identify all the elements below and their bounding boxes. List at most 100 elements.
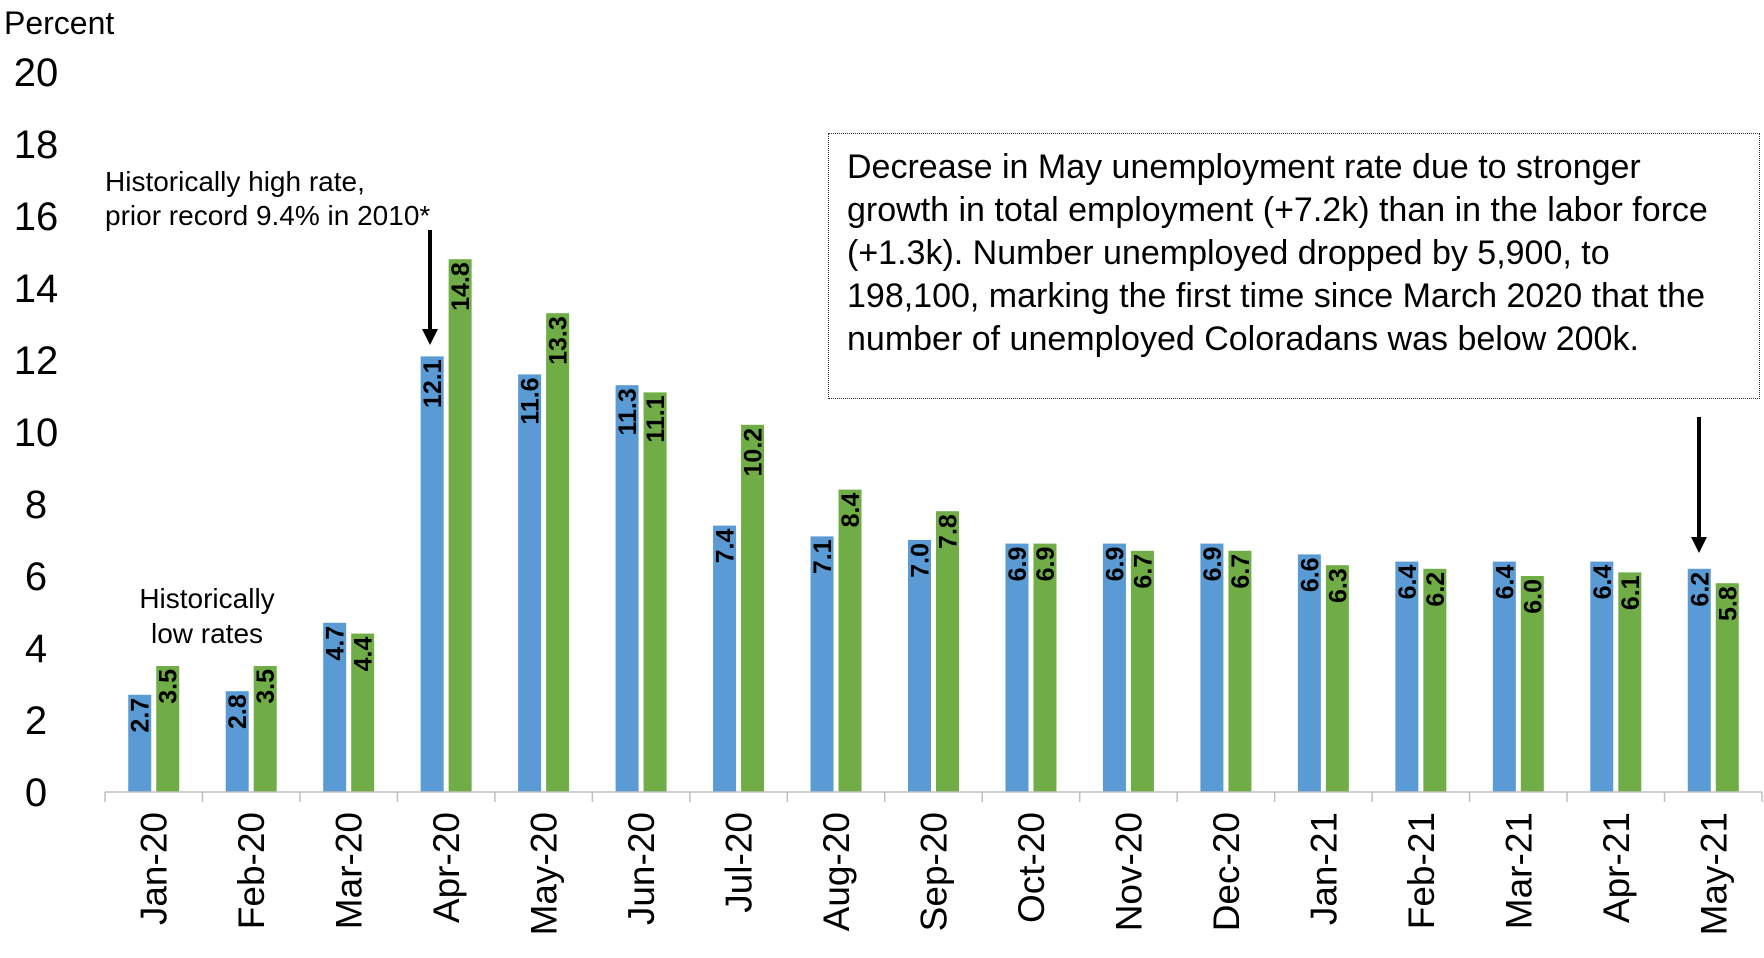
bar [518, 374, 542, 792]
bar [1395, 561, 1419, 792]
data-label: 6.6 [1296, 557, 1324, 592]
x-tick-label: Jun-20 [621, 812, 662, 925]
arrow-may-head [1691, 537, 1707, 553]
data-label: 5.8 [1714, 586, 1742, 621]
data-label: 6.7 [1129, 554, 1157, 589]
data-label: 6.2 [1422, 572, 1450, 607]
bar-labels: 2.73.52.83.54.7 4.412.114.811.613.311.3 11… [127, 262, 1743, 732]
bars [128, 259, 1739, 792]
data-label: 6.0 [1519, 579, 1547, 614]
bar [1715, 583, 1739, 792]
data-label: 7.4 [712, 529, 740, 564]
data-label: 2.8 [224, 694, 252, 729]
x-tick-label: Feb-21 [1401, 812, 1442, 929]
bar [615, 385, 639, 792]
data-label: 14.8 [447, 262, 475, 311]
bar [1520, 576, 1544, 792]
data-label: 7.0 [907, 543, 935, 578]
x-tick-label: Sep-20 [914, 812, 955, 931]
x-tick-label: Mar-21 [1498, 812, 1539, 929]
arrow-apr-head [422, 329, 438, 345]
data-label: 11.3 [614, 388, 642, 435]
data-label: 6.9 [1199, 547, 1227, 582]
y-tick-label: 18 [14, 123, 59, 167]
bar [741, 424, 765, 792]
data-label: 6.2 [1686, 572, 1714, 607]
bar [1005, 543, 1029, 792]
data-label: 4.4 [350, 637, 378, 672]
x-tick-label: Apr-21 [1596, 812, 1637, 923]
data-label: 3.5 [252, 669, 280, 704]
y-tick-label: 12 [14, 339, 59, 383]
annotation-high-rate: prior record 9.4% in 2010* [105, 200, 430, 231]
data-label: 6.7 [1227, 554, 1255, 589]
bar [810, 536, 834, 792]
data-label: 7.1 [809, 539, 837, 574]
data-label: 2.7 [127, 698, 155, 733]
y-axis-title: Percent [4, 5, 114, 41]
bar [1200, 543, 1224, 792]
x-tick-label: Feb-20 [231, 812, 272, 929]
annotation-low-rates: Historically [139, 583, 274, 614]
bar [1130, 550, 1154, 792]
x-tick-label: Apr-20 [426, 812, 467, 923]
data-label: 13.3 [545, 316, 573, 365]
x-tick-label: Aug-20 [816, 812, 857, 931]
bar [225, 691, 249, 792]
data-label: 11.6 [517, 377, 545, 424]
y-tick-label: 10 [14, 411, 59, 455]
data-label: 6.9 [1101, 547, 1129, 582]
bar [1033, 543, 1057, 792]
bar [323, 622, 347, 792]
bar [1102, 543, 1126, 792]
data-label: 6.1 [1617, 575, 1645, 610]
bar [1228, 550, 1252, 792]
bar [838, 489, 862, 792]
data-label: 8.4 [837, 493, 865, 528]
bar [1325, 565, 1349, 792]
bar [128, 694, 152, 792]
y-tick-label: 2 [25, 699, 47, 743]
x-tick-label: Jul-20 [719, 812, 760, 913]
data-label: 11.1 [642, 395, 670, 442]
data-label: 12.1 [419, 359, 447, 408]
data-label: 6.9 [1004, 547, 1032, 582]
x-tick-label: Jan-20 [134, 812, 175, 925]
bar [936, 511, 959, 792]
bar [420, 356, 444, 792]
annotation-high-rate: Historically high rate, [105, 166, 365, 197]
y-tick-label: 20 [14, 51, 59, 95]
bar [253, 666, 277, 792]
data-label: 6.4 [1394, 565, 1422, 600]
bar [1423, 568, 1447, 792]
bar [156, 666, 180, 792]
data-label: 7.8 [935, 514, 963, 549]
x-axis: Jan-20 Feb-20 Mar-20 Apr-20 May-20 Jun-20 Jul-… [104, 791, 1763, 935]
annotation-low-rates: low rates [151, 618, 263, 649]
x-tick-label: Oct-20 [1011, 812, 1052, 923]
bar [713, 525, 737, 792]
callout-note: Decrease in May unemployment rate due to… [828, 133, 1760, 399]
bar [1492, 561, 1516, 792]
x-tick-label: Dec-20 [1206, 812, 1247, 931]
y-tick-label: 16 [14, 195, 59, 239]
bar [1590, 561, 1614, 792]
y-tick-label: 6 [25, 555, 47, 599]
y-tick-label: 8 [25, 483, 47, 527]
bar [908, 540, 931, 792]
data-label: 10.2 [740, 428, 768, 477]
bar [1618, 572, 1642, 792]
x-tick-label: May-20 [524, 812, 565, 935]
x-tick-label: Mar-20 [329, 812, 370, 929]
bar [1687, 568, 1711, 792]
x-tick-label: May-21 [1693, 812, 1734, 935]
bar [448, 259, 472, 792]
x-tick-label: Nov-20 [1108, 812, 1149, 931]
annotations: Historically low rates Historically high r… [105, 166, 1707, 649]
data-label: 6.4 [1589, 565, 1617, 600]
data-label: 4.7 [322, 626, 350, 661]
y-tick-label: 4 [25, 627, 47, 671]
data-label: 3.5 [155, 669, 183, 704]
y-axis: 0 2 4 6 8 10 12 14 16 18 20 [14, 51, 59, 815]
